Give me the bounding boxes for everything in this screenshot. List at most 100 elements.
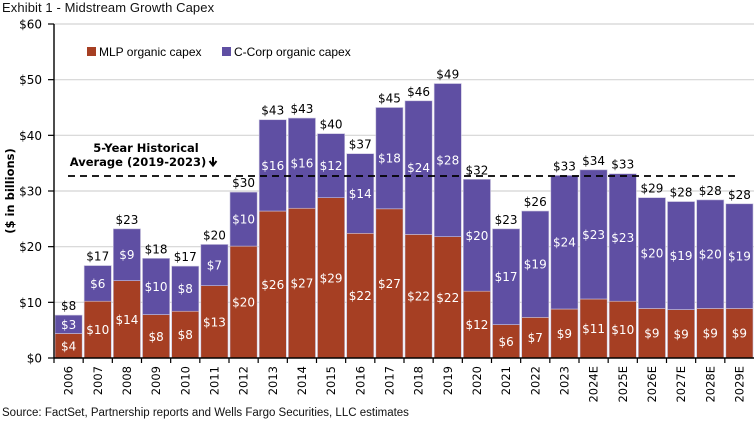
x-tick-label: 2015 [324,366,338,395]
total-label: $33 [611,158,634,172]
data-label-ccorp: $20 [465,229,488,243]
bar-segment-mlp [696,308,725,359]
data-label-ccorp: $19 [670,249,693,263]
bar-segment-ccorp [200,244,229,286]
data-label-ccorp: $19 [728,250,751,264]
data-label-mlp: $22 [436,291,459,305]
bar-segment-ccorp [229,191,258,247]
bar-segment-ccorp [258,119,287,212]
total-label: $46 [407,85,430,99]
bar-segment-ccorp [667,201,695,310]
x-tick-label: 2009 [149,366,163,395]
bar-segment-ccorp [346,153,375,234]
data-label-mlp: $9 [673,327,688,341]
data-label-ccorp: $14 [349,187,372,201]
total-label: $29 [640,182,663,196]
x-tick-label: 2020 [470,366,484,395]
data-label-ccorp: $6 [90,277,105,291]
x-tick-label: 2016 [353,366,367,395]
bars-group [54,83,754,359]
data-label-ccorp: $20 [640,247,663,261]
bar-segment-ccorp [113,228,141,281]
y-tick-label: $10 [19,296,42,310]
total-label: $30 [232,176,255,190]
data-label-ccorp: $10 [145,280,168,294]
bar-segment-ccorp [288,117,316,209]
x-tick-label: 2012 [237,366,251,395]
data-label-mlp: $10 [611,323,634,337]
x-tick-label: 2011 [207,366,221,395]
total-label: $43 [261,104,284,118]
total-label: $17 [174,250,197,264]
data-label-mlp: $26 [261,278,284,292]
data-label-mlp: $7 [528,331,543,345]
data-label-mlp: $11 [582,322,605,336]
data-label-ccorp: $16 [261,159,284,173]
bar-segment-mlp [375,208,404,359]
reference-line-label-line1: 5-Year Historical [93,141,199,155]
y-tick-label: $60 [19,18,42,32]
bar-segment-mlp [317,197,345,359]
x-tick-label: 2006 [62,366,76,395]
y-tick-label: $40 [19,129,42,143]
total-label: $40 [320,118,343,132]
data-label-mlp: $13 [203,315,226,329]
x-tick-label: 2017 [382,366,396,395]
data-label-ccorp: $16 [290,157,313,171]
data-label-mlp: $9 [703,327,718,341]
bar-segment-mlp [54,333,83,359]
bar-segment-mlp [200,285,229,359]
down-arrow-icon [208,157,218,168]
x-tick-label: 2014 [295,366,309,395]
x-tick-label: 2023 [557,366,571,395]
data-label-ccorp: $20 [699,248,722,262]
bar-segment-ccorp [171,265,200,312]
total-label: $34 [582,154,605,168]
gridlines [54,23,754,303]
bar-segment-ccorp [83,265,112,302]
x-tick-label: 2018 [412,366,426,395]
legend-label-mlp: MLP organic capex [99,45,202,59]
x-tick-label: 2022 [528,366,542,395]
x-tick-label: 2026E [645,366,659,403]
bar-segment-mlp [608,300,637,359]
data-label-ccorp: $23 [582,228,605,242]
data-label-mlp: $20 [232,296,255,310]
bar-segment-ccorp [317,133,345,198]
reference-line-label-line2: Average (2019-2023) [70,155,207,169]
data-label-mlp: $27 [378,277,401,291]
x-tick-label: 2021 [499,366,513,395]
data-label-ccorp: $19 [524,258,547,272]
bar-segment-ccorp [696,199,725,309]
data-label-mlp: $10 [86,323,109,337]
data-label-mlp: $12 [465,318,488,332]
bar-segment-ccorp [579,169,608,300]
total-label: $33 [553,159,576,173]
data-label-ccorp: $10 [232,213,255,227]
x-tick-label: 2010 [178,366,192,395]
y-tick-label: $50 [19,73,42,87]
bar-segment-ccorp [433,83,462,237]
x-tick-label: 2024E [587,366,601,403]
bar-segment-mlp [521,317,550,359]
bar-segment-mlp [113,280,141,359]
y-axis-title: ($ in billions) [3,148,17,234]
data-label-ccorp: $8 [178,282,193,296]
y-tick-label: $30 [19,185,42,199]
data-label-mlp: $9 [732,327,747,341]
data-label-ccorp: $3 [61,318,76,332]
bar-segment-ccorp [725,203,754,309]
total-label: $43 [290,102,313,116]
bar-segment-ccorp [142,258,170,315]
data-label-ccorp: $7 [207,259,222,273]
bar-segment-ccorp [550,175,579,310]
y-tick-label: $0 [27,352,42,366]
data-label-ccorp: $12 [320,159,343,173]
x-tick-label: 2019 [441,366,455,395]
x-tick-label: 2013 [266,366,280,395]
exhibit-title: Exhibit 1 - Midstream Growth Capex [2,0,215,15]
bar-segment-mlp [288,207,316,359]
data-label-mlp: $8 [178,328,193,342]
total-label: $45 [378,92,401,106]
